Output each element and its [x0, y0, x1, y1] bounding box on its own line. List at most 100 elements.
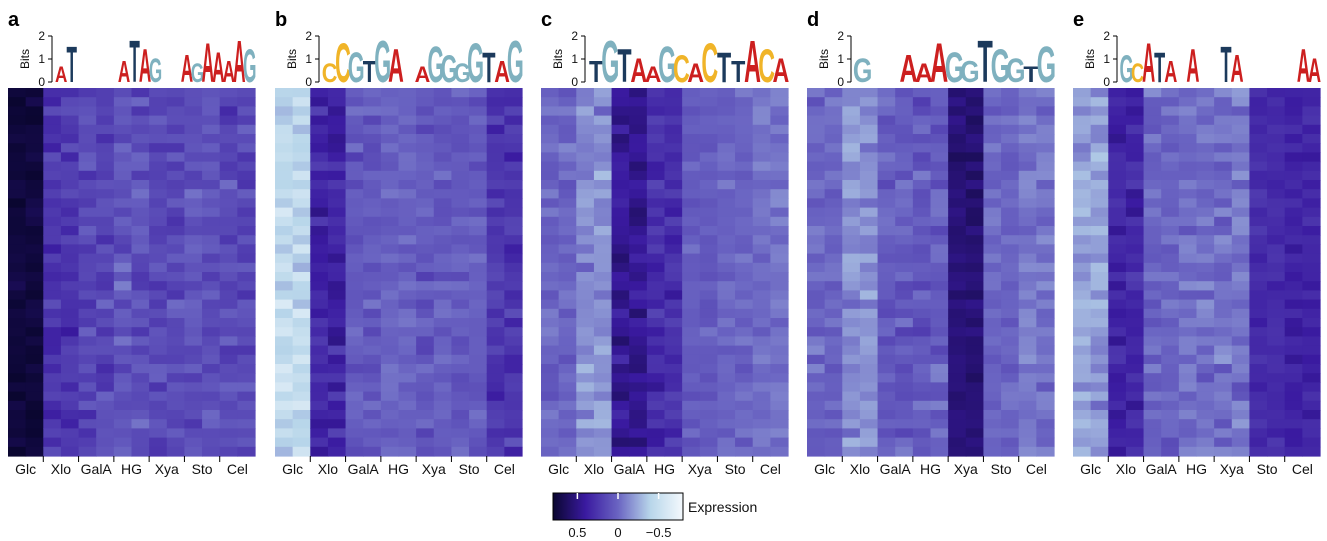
heatmap-cell: [292, 97, 311, 107]
heatmap-cell: [149, 354, 168, 365]
heatmap-cell: [1036, 97, 1055, 107]
heatmap-cell: [451, 115, 470, 126]
heatmap-cell: [629, 336, 648, 347]
logo-letter: A: [930, 33, 948, 95]
heatmap-cell: [1267, 134, 1286, 144]
heatmap-cell: [770, 419, 789, 429]
heatmap-cell: [166, 161, 186, 172]
heatmap-cell: [1108, 419, 1127, 429]
heatmap-cell: [184, 235, 203, 245]
heatmap-cell: [149, 281, 168, 291]
heatmap-cell: [629, 143, 648, 153]
heatmap-cell: [752, 244, 771, 255]
heatmap-cell: [433, 152, 453, 163]
heatmap-cell: [682, 419, 701, 429]
heatmap-cell: [1284, 391, 1303, 402]
heatmap-cell: [451, 97, 470, 107]
heatmap-cell: [469, 391, 488, 402]
heatmap-cell: [1196, 281, 1215, 291]
heatmap-cell: [451, 290, 470, 301]
heatmap-cell: [1161, 391, 1180, 402]
heatmap-cell: [486, 161, 505, 172]
heatmap-cell: [770, 290, 789, 301]
heatmap-cell: [78, 97, 97, 107]
heatmap-cell: [310, 253, 329, 264]
heatmap-cell: [717, 161, 736, 172]
heatmap-cell: [310, 419, 329, 429]
heatmap-cell: [611, 308, 630, 319]
heatmap-cell: [1214, 235, 1233, 245]
logo-letter: A: [212, 43, 224, 92]
heatmap-cell: [8, 290, 27, 301]
heatmap-cell: [60, 97, 80, 107]
heatmap-cell: [292, 290, 311, 301]
heatmap-cell: [275, 115, 294, 126]
heatmap-cell: [1284, 290, 1303, 301]
heatmap-cell: [824, 428, 843, 439]
heatmap-cell: [1143, 281, 1162, 291]
heatmap-cell: [752, 235, 771, 245]
heatmap-cell: [682, 382, 701, 393]
heatmap-cell: [310, 446, 329, 457]
heatmap-cell: [292, 180, 311, 190]
heatmap-cell: [25, 207, 44, 218]
heatmap-cell: [593, 244, 613, 255]
heatmap-cell: [1001, 382, 1020, 393]
heatmap-cell: [433, 382, 453, 393]
heatmap-cell: [1143, 207, 1162, 218]
heatmap-cell: [824, 272, 843, 282]
heatmap-cell: [327, 382, 347, 393]
heatmap-cell: [1018, 308, 1037, 319]
heatmap-cell: [629, 400, 648, 411]
heatmap-cell: [363, 410, 382, 420]
heatmap-cell: [948, 152, 967, 163]
heatmap-cell: [96, 198, 115, 209]
heatmap-cell: [611, 198, 630, 209]
heatmap-cell: [1214, 354, 1233, 365]
heatmap-cell: [1302, 299, 1321, 310]
heatmap-cell: [646, 437, 666, 448]
heatmap-cell: [1090, 106, 1109, 117]
heatmap-cell: [96, 106, 115, 117]
heatmap-cell: [1231, 170, 1251, 181]
heatmap-cell: [131, 391, 150, 402]
heatmap-cell: [219, 180, 238, 190]
heatmap-cell: [735, 189, 754, 199]
heatmap-cell: [1125, 152, 1145, 163]
heatmap-cell: [363, 152, 382, 163]
heatmap-cell: [1143, 124, 1162, 135]
heatmap-cell: [380, 373, 400, 383]
heatmap-cell: [1249, 115, 1268, 126]
heatmap-cell: [1161, 272, 1180, 282]
heatmap-cell: [398, 152, 417, 163]
heatmap-cell: [1143, 161, 1162, 172]
heatmap-cell: [398, 345, 417, 356]
heatmap-cell: [60, 327, 80, 337]
heatmap-cell: [912, 216, 932, 227]
heatmap-cell: [1302, 290, 1321, 301]
heatmap-cell: [558, 281, 577, 291]
heatmap-cell: [451, 134, 470, 144]
heatmap-cell: [451, 124, 470, 135]
logo-letter: G: [658, 37, 676, 94]
heatmap-cell: [504, 327, 523, 337]
heatmap-cell: [78, 373, 97, 383]
heatmap-cell: [345, 262, 364, 273]
heatmap-cell: [576, 400, 595, 411]
heatmap-cell: [43, 364, 62, 374]
heatmap-cell: [983, 290, 1002, 301]
heatmap-cell: [717, 115, 736, 126]
heatmap-cell: [237, 161, 256, 172]
heatmap-cell: [930, 382, 949, 393]
heatmap-cell: [1302, 189, 1321, 199]
heatmap-cell: [611, 180, 630, 190]
heatmap-cell: [807, 124, 826, 135]
heatmap-cell: [770, 244, 789, 255]
heatmap-cell: [1178, 161, 1198, 172]
heatmap-cell: [1267, 382, 1286, 393]
heatmap-cell: [895, 216, 914, 227]
heatmap-cell: [877, 235, 896, 245]
heatmap-cell: [433, 446, 453, 457]
heatmap-cell: [60, 143, 80, 153]
heatmap-cell: [1214, 272, 1233, 282]
